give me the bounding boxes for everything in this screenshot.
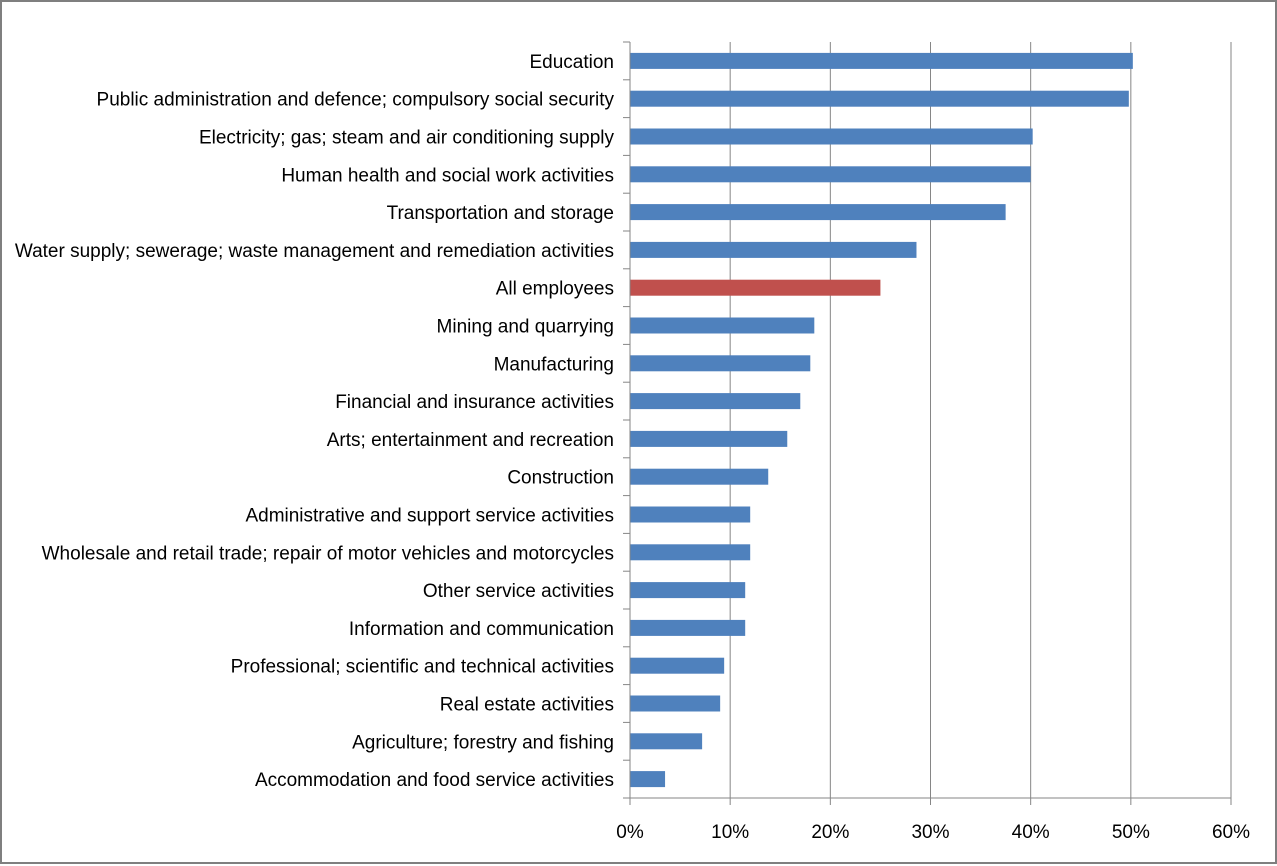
category-label: Administrative and support service activ… [245, 506, 614, 527]
bar [630, 393, 801, 410]
category-label: Transportation and storage [387, 203, 614, 224]
bar [630, 733, 703, 750]
bars [630, 52, 1133, 788]
bar [630, 355, 811, 372]
bar [630, 468, 769, 485]
bar [630, 128, 1033, 145]
category-label: Electricity; gas; steam and air conditio… [199, 128, 615, 149]
category-label: Public administration and defence; compu… [97, 90, 615, 111]
x-tick-label: 10% [711, 822, 749, 843]
bar [630, 506, 751, 523]
bar [630, 544, 751, 561]
category-label: Other service activities [423, 581, 614, 602]
category-label: Professional; scientific and technical a… [231, 657, 614, 678]
category-label: Arts; entertainment and recreation [327, 430, 614, 451]
bar [630, 430, 788, 447]
category-labels: Education Public administration and defen… [15, 52, 615, 791]
x-tick-label: 60% [1212, 822, 1250, 843]
axes [623, 41, 1232, 805]
category-label: Mining and quarrying [437, 317, 614, 338]
category-label: Human health and social work activities [281, 165, 614, 186]
bar [630, 90, 1129, 107]
x-tick-label: 20% [811, 822, 849, 843]
x-tick-label: 0% [616, 822, 644, 843]
bar [630, 52, 1133, 69]
bar [630, 771, 666, 788]
category-label: Wholesale and retail trade; repair of mo… [42, 543, 614, 564]
category-label: Financial and insurance activities [335, 392, 614, 413]
x-tick-label: 40% [1012, 822, 1050, 843]
category-label: Agriculture; forestry and fishing [352, 732, 614, 753]
category-label: Construction [507, 468, 614, 489]
category-label: Education [529, 52, 614, 73]
x-tick-label: 50% [1112, 822, 1150, 843]
bar [630, 657, 725, 674]
bar [630, 317, 815, 334]
bar [630, 166, 1031, 183]
bar [630, 619, 746, 636]
category-label: Real estate activities [440, 695, 614, 716]
x-tick-labels: 0% 10% 20% 30% 40% 50% 60% [616, 822, 1250, 843]
x-tick-label: 30% [911, 822, 949, 843]
category-label: Accommodation and food service activitie… [255, 770, 614, 791]
category-label: Information and communication [349, 619, 614, 640]
bar [630, 695, 721, 712]
bar [630, 204, 1006, 221]
bar [630, 241, 917, 258]
category-label: All employees [496, 279, 614, 300]
category-label: Water supply; sewerage; waste management… [15, 241, 614, 262]
bar [630, 279, 881, 296]
gridlines [729, 42, 1232, 798]
category-label: Manufacturing [494, 354, 614, 375]
bar [630, 582, 746, 599]
